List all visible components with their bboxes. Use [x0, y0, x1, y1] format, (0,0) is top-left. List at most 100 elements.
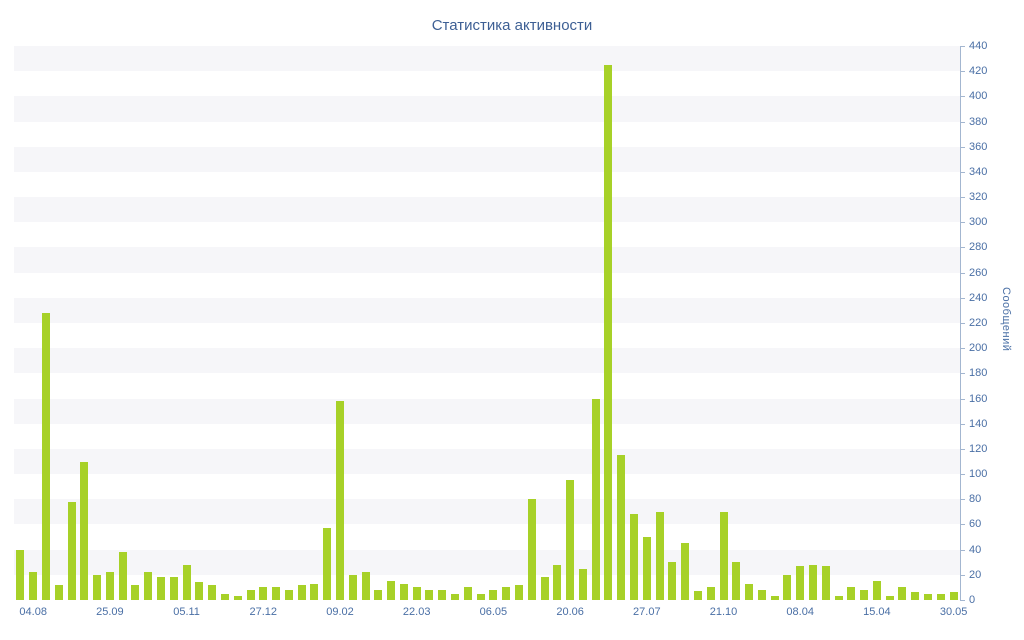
bar	[757, 589, 766, 600]
bar	[335, 401, 344, 600]
x-axis-tick-label: 05.11	[173, 606, 200, 618]
y-axis-tick	[960, 348, 965, 350]
bar	[310, 583, 319, 600]
grid-band	[14, 197, 960, 223]
bar	[105, 572, 114, 600]
grid-band	[14, 247, 960, 273]
bar	[655, 511, 664, 600]
bar	[834, 596, 843, 600]
bar	[54, 584, 63, 600]
y-axis-tick-label: 200	[969, 342, 988, 355]
bar	[489, 589, 498, 600]
x-axis-tick-label: 22.03	[402, 606, 431, 618]
grid-band	[14, 398, 960, 424]
y-axis-tick	[960, 549, 965, 551]
y-axis-tick-label: 400	[969, 90, 988, 103]
bar	[898, 587, 907, 600]
y-axis-tick-label: 80	[969, 493, 982, 506]
bar	[949, 592, 958, 600]
x-axis-tick-label: 08.04	[786, 606, 814, 618]
y-axis-tick	[960, 96, 965, 98]
x-axis-tick-label: 21.10	[709, 606, 738, 618]
y-axis-tick	[960, 323, 965, 324]
y-axis-tick	[960, 373, 965, 375]
y-axis-tick	[960, 71, 965, 73]
y-axis-tick-label: 380	[969, 115, 988, 128]
bar	[578, 568, 587, 600]
y-axis-tick	[960, 146, 965, 148]
y-axis-tick	[960, 600, 965, 601]
bar	[374, 589, 383, 600]
bar	[604, 64, 613, 600]
bar	[553, 564, 562, 600]
bar	[770, 596, 779, 600]
bar	[412, 587, 421, 600]
x-axis-tick-label: 06.05	[479, 606, 508, 618]
y-axis-tick	[960, 398, 965, 400]
bar	[16, 549, 25, 600]
x-axis-tick-label: 04.08	[19, 606, 47, 618]
bar	[323, 528, 332, 600]
bar	[348, 574, 357, 600]
grid-band	[14, 297, 960, 323]
bar	[41, 312, 50, 600]
bar	[566, 480, 575, 600]
x-axis-tick-label: 09.02	[326, 606, 354, 618]
y-axis-tick-label: 40	[969, 543, 982, 556]
bar	[93, 574, 102, 600]
y-axis-tick-label: 60	[969, 518, 982, 531]
bar	[425, 589, 434, 600]
bar	[693, 591, 702, 600]
y-axis-tick-label: 180	[969, 367, 988, 380]
y-axis-tick	[960, 448, 965, 450]
bar	[220, 593, 229, 600]
y-axis-tick	[960, 222, 965, 224]
y-axis-tick	[960, 171, 965, 173]
bar	[157, 577, 165, 600]
bar	[668, 562, 677, 600]
y-axis-tick-label: 440	[969, 40, 988, 52]
bar	[246, 589, 255, 600]
grid-band	[14, 46, 960, 72]
bar	[872, 581, 881, 600]
bar	[297, 584, 306, 600]
bar	[885, 596, 894, 600]
y-axis-tick	[960, 197, 965, 199]
y-axis-tick	[960, 272, 965, 274]
y-axis-tick	[960, 297, 965, 299]
bar	[259, 587, 268, 600]
bar	[118, 552, 127, 600]
y-axis-tick	[960, 121, 965, 123]
bar	[476, 593, 485, 600]
grid-band	[14, 348, 960, 374]
y-axis-tick	[960, 574, 965, 576]
bar	[463, 587, 472, 600]
bar	[144, 572, 153, 600]
bar	[272, 587, 281, 600]
bar	[911, 592, 920, 600]
y-axis-tick	[960, 247, 965, 249]
bar	[208, 584, 217, 600]
bar	[182, 564, 191, 600]
y-axis-tick-label: 240	[969, 291, 988, 304]
y-axis-tick-label: 320	[969, 191, 988, 204]
bar	[527, 499, 536, 600]
y-axis-tick-label: 140	[969, 417, 988, 430]
chart-title: Статистика активности	[431, 17, 593, 34]
bar	[399, 583, 408, 600]
x-axis-tick-label: 27.12	[249, 606, 278, 618]
y-axis-tick	[960, 474, 965, 476]
y-axis-tick-label: 340	[969, 165, 988, 178]
y-axis-tick-label: 360	[969, 140, 988, 153]
bar	[67, 501, 76, 600]
y-axis-tick	[960, 499, 965, 501]
bar	[514, 584, 523, 600]
y-axis-tick-label: 20	[969, 568, 982, 581]
bar	[169, 577, 178, 600]
y-axis-tick-label: 100	[969, 468, 988, 481]
grid-band	[14, 499, 960, 525]
bar	[284, 589, 293, 600]
bar	[131, 584, 140, 600]
y-axis-tick-label: 260	[969, 266, 988, 279]
y-axis-tick	[960, 524, 965, 526]
